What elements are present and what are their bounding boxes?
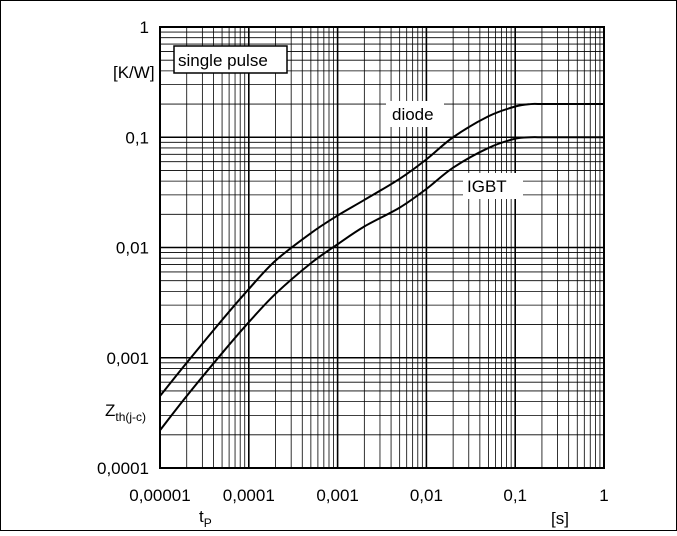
x-unit-label: [s]	[551, 509, 569, 528]
y-tick-labels: 0,0001 0,001 0,01 0,1 1	[97, 18, 149, 478]
series-label-igbt: IGBT	[467, 177, 507, 196]
series-label-diode: diode	[392, 105, 434, 124]
x-axis-label-sub: P	[204, 516, 212, 530]
x-axis-label-main: t	[199, 507, 204, 526]
curves	[159, 102, 604, 431]
label-bg-igbt	[463, 173, 523, 199]
x-tick-label: 0,00001	[129, 486, 190, 505]
plot-area-border	[159, 26, 605, 469]
y-tick-label: 0,0001	[97, 459, 149, 478]
y-axis-label-sub: th(j-c)	[115, 410, 146, 424]
y-axis-label: Zth(j-c)	[105, 401, 146, 424]
y-tick-label: 0,001	[106, 349, 149, 368]
x-axis-label: tP	[199, 507, 212, 530]
annotation-single-pulse: single pulse	[178, 51, 268, 70]
y-axis-label-main: Z	[105, 401, 115, 420]
x-tick-label: 0,0001	[223, 486, 275, 505]
annotation-box	[173, 45, 288, 74]
x-tick-labels: 0,00001 0,0001 0,001 0,01 0,1 1	[129, 486, 608, 505]
y-tick-label: 1	[140, 18, 149, 37]
series-line-diode	[159, 102, 604, 397]
x-tick-label: 0,01	[410, 486, 443, 505]
label-bg-diode	[386, 101, 444, 127]
y-tick-label: 0,01	[116, 239, 149, 258]
grid	[159, 26, 605, 469]
x-tick-label: 0,001	[316, 486, 359, 505]
series-line-igbt	[159, 136, 604, 431]
x-tick-label: 0,1	[503, 486, 527, 505]
x-tick-label: 1	[599, 486, 608, 505]
y-unit-label: [K/W]	[113, 63, 155, 82]
y-tick-label: 0,1	[125, 128, 149, 147]
